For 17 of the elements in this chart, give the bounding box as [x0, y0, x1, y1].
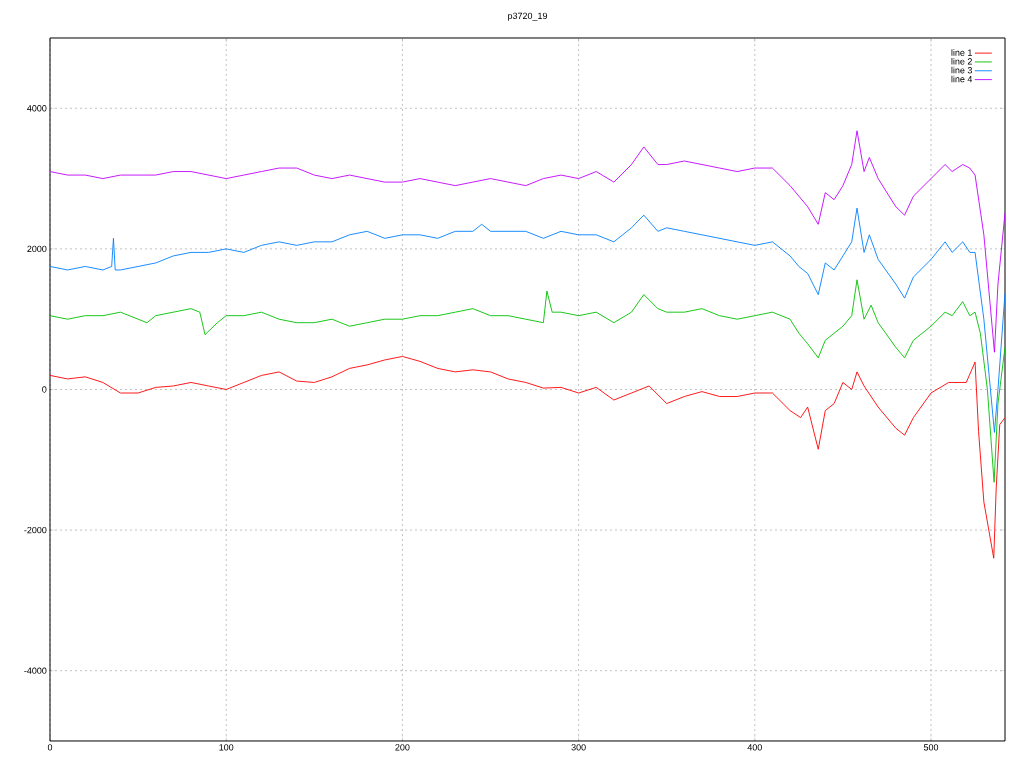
x-tick-label: 400	[747, 744, 762, 751]
legend-label: line 1	[951, 49, 972, 56]
legend-label: line 2	[951, 58, 972, 65]
x-tick-label: 300	[571, 744, 586, 751]
x-tick-label: 100	[219, 744, 234, 751]
line-series	[50, 356, 1006, 559]
y-tick-label: 2000	[27, 245, 47, 253]
x-tick-label: 0	[47, 744, 53, 751]
y-tick-label: -4000	[24, 667, 47, 674]
x-tick-label: 200	[395, 744, 410, 751]
y-tick-label: -2000	[24, 526, 47, 534]
chart-title: p3720_19	[508, 12, 548, 21]
y-tick-label: 4000	[27, 105, 47, 112]
y-tick-label: 0	[42, 386, 47, 393]
legend-label: line 4	[951, 75, 973, 83]
x-tick-label: 500	[923, 744, 939, 751]
legend-label: line 3	[951, 66, 972, 74]
